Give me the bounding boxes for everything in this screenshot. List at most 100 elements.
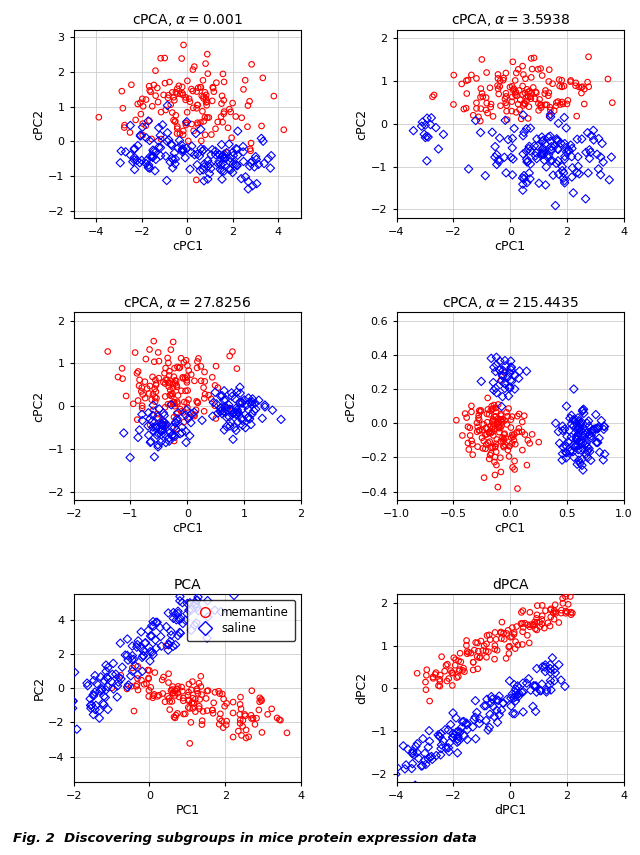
Point	[99, 674, 109, 687]
Point	[467, 68, 477, 82]
Point	[500, 96, 511, 109]
Point	[178, 405, 188, 419]
Point	[168, 396, 179, 410]
Point	[525, 121, 536, 135]
Point	[537, 677, 547, 691]
Point	[182, 607, 192, 621]
Point	[515, 93, 525, 107]
Point	[506, 699, 516, 713]
Point	[129, 150, 140, 164]
Point	[186, 82, 196, 96]
Point	[534, 435, 544, 449]
Point	[481, 644, 491, 657]
Point	[82, 676, 92, 690]
Point	[219, 147, 229, 161]
Point	[447, 730, 458, 744]
Point	[234, 396, 244, 410]
Point	[546, 683, 556, 697]
Point	[476, 404, 486, 417]
Point	[216, 97, 227, 110]
Point	[533, 62, 543, 76]
Point	[249, 404, 259, 417]
Point	[532, 616, 542, 629]
Point	[468, 720, 478, 734]
Point	[189, 374, 200, 387]
Point	[156, 435, 166, 449]
Point	[224, 138, 234, 151]
Point	[561, 141, 572, 155]
Point	[184, 694, 194, 708]
Point	[501, 652, 511, 665]
Point	[561, 590, 571, 604]
Point	[163, 689, 173, 703]
Point	[108, 682, 118, 696]
Point	[226, 403, 236, 416]
Point	[589, 133, 599, 147]
Point	[179, 38, 189, 52]
Point	[544, 86, 554, 99]
Point	[193, 116, 203, 130]
Point	[502, 113, 512, 127]
Point	[260, 400, 270, 414]
Point	[182, 374, 192, 387]
Point	[490, 469, 500, 482]
Point	[171, 374, 181, 387]
Point	[101, 658, 111, 672]
Point	[186, 117, 196, 131]
Point	[438, 127, 449, 141]
Point	[481, 422, 492, 435]
Point	[426, 118, 436, 132]
Point	[258, 71, 268, 85]
Point	[562, 429, 572, 443]
Point	[554, 616, 564, 629]
Point	[532, 623, 542, 637]
Point	[470, 711, 480, 724]
Point	[245, 144, 255, 157]
Point	[571, 416, 581, 430]
Point	[561, 399, 572, 413]
Point	[412, 746, 422, 759]
Point	[477, 86, 487, 100]
Point	[161, 373, 171, 386]
Point	[454, 663, 465, 676]
Point	[182, 359, 193, 373]
Point	[246, 709, 256, 722]
Point	[255, 691, 265, 705]
Point	[90, 669, 100, 682]
Point	[100, 691, 111, 705]
Point	[137, 414, 147, 428]
Point	[221, 420, 232, 433]
Point	[245, 395, 255, 409]
Point	[463, 646, 474, 659]
Point	[570, 439, 580, 453]
Point	[490, 139, 500, 153]
Point	[70, 665, 80, 679]
Point	[449, 68, 459, 82]
Point	[244, 410, 254, 424]
Point	[501, 86, 511, 100]
Point	[164, 694, 175, 708]
Point	[514, 425, 524, 439]
Point	[531, 146, 541, 160]
Point	[137, 401, 147, 415]
Y-axis label: cPC2: cPC2	[32, 109, 45, 139]
Point	[495, 80, 505, 93]
Point	[173, 79, 184, 92]
Point	[122, 649, 132, 663]
Point	[166, 389, 177, 403]
Point	[147, 370, 157, 384]
Point	[182, 597, 193, 610]
Point	[493, 72, 503, 86]
Point	[591, 435, 602, 449]
Point	[144, 683, 154, 697]
Point	[412, 666, 422, 680]
Point	[557, 74, 567, 87]
Point	[194, 676, 204, 690]
Point	[525, 90, 536, 103]
Point	[153, 345, 163, 359]
Point	[520, 86, 530, 100]
Point	[472, 636, 483, 650]
Point	[447, 679, 458, 693]
Point	[491, 437, 501, 451]
Point	[537, 134, 547, 148]
